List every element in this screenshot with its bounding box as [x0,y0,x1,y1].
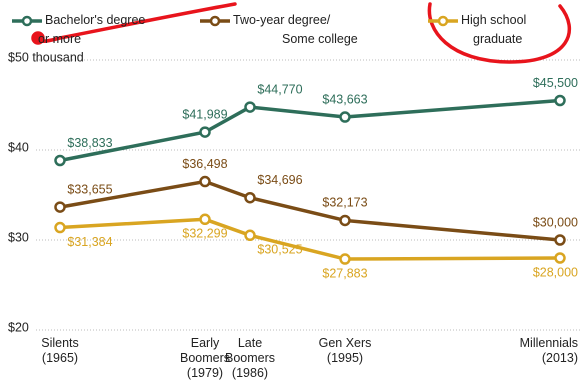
y-tick-label: $20 [8,320,29,334]
data-point [244,191,256,204]
data-point [554,252,566,264]
legend-marker [437,15,449,27]
data-label: $30,525 [257,243,302,257]
x-tick-label-line: (2013) [542,351,578,365]
data-point [339,111,351,123]
x-tick-label-line: (1986) [232,366,268,380]
x-tick-label: Millennials (2013) [520,336,578,365]
legend-label: High school graduate [461,13,526,46]
x-tick-label-line: Boomers [180,351,230,365]
data-point [199,126,211,138]
data-point [199,175,211,188]
data-label: $32,299 [182,227,227,241]
x-tick-label: Early Boomers (1979) [180,336,230,380]
data-label: $32,173 [322,196,367,210]
y-tick-label: $40 [8,140,29,154]
data-point [554,234,566,246]
legend-label-line: Bachelor's degree [45,13,145,27]
data-point [554,94,566,107]
data-point [244,101,256,113]
data-label: $43,663 [322,92,367,106]
data-label: $44,770 [257,82,302,96]
series-line [59,217,561,261]
x-tick-label-line: Late [238,336,262,350]
data-label: $41,989 [182,107,227,121]
red-circle [427,2,572,64]
data-label: $45,500 [533,76,578,90]
x-tick-label-line: Gen Xers [319,336,372,350]
legend-label-line: High school [461,13,526,27]
data-point [54,221,66,234]
y-tick-label: $30 [8,230,29,244]
data-point [244,229,256,242]
data-label: $30,000 [533,215,578,229]
annotation [31,2,572,64]
x-tick-label: Silents (1965) [41,336,79,365]
series-line [59,98,561,163]
red-dot [31,31,45,45]
data-label: $36,498 [182,157,227,171]
legend-marker [209,15,221,27]
legend-label: Two-year degree/Some college [233,13,358,46]
data-label: $31,384 [67,235,112,249]
x-tick-label-line: (1965) [42,351,78,365]
data-label: $38,833 [67,136,112,150]
legend-label-line: or more [38,32,81,46]
legend-label-line: Two-year degree/ [233,13,331,27]
data-point [339,214,351,227]
data-label: $27,883 [322,266,367,280]
series-line [59,179,561,242]
data-label: $34,696 [257,173,302,187]
legend-marker [21,15,33,27]
x-tick-label-line: (1995) [327,351,363,365]
data-point [199,213,211,226]
data-label: $33,655 [67,182,112,196]
y-tick-label: $50 thousand [8,50,84,64]
x-tick-label: Gen Xers (1995) [319,336,372,365]
legend-label-line: Some college [282,32,358,46]
x-tick-label-line: Early [191,336,220,350]
data-point [54,154,66,167]
legend-label: Bachelor's degree or more [38,13,145,46]
data-label: $28,000 [533,265,578,279]
x-tick-label-line: Boomers [225,351,275,365]
x-tick-label-line: (1979) [187,366,223,380]
legend-label-line: graduate [473,32,522,46]
x-tick-label-line: Millennials [520,336,578,350]
x-tick-label-line: Silents [41,336,79,350]
data-point [339,253,351,265]
data-point [54,201,66,213]
x-tick-label: Late Boomers (1986) [225,336,275,380]
